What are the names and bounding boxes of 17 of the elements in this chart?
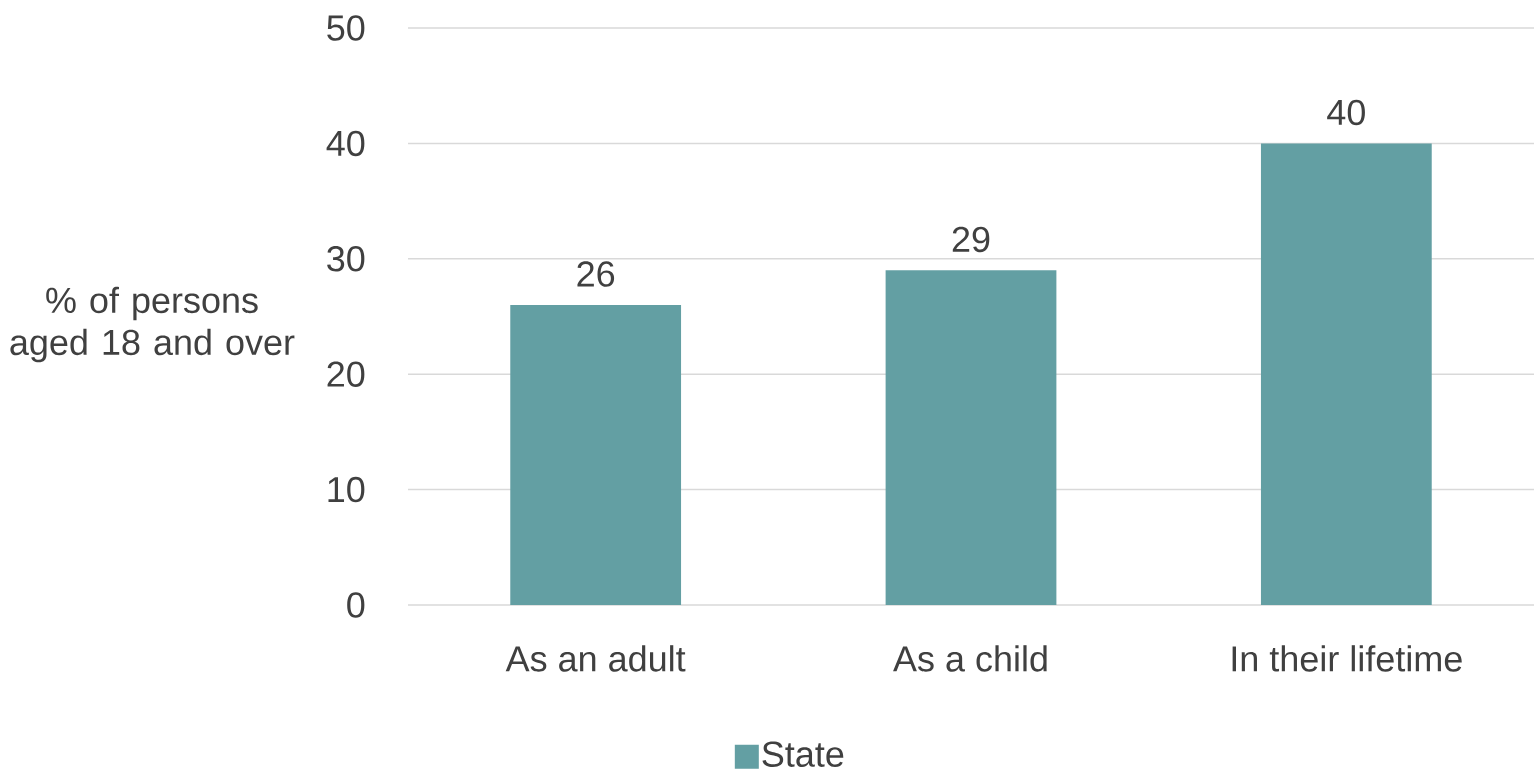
x-tick-label: In their lifetime: [1232, 645, 1462, 672]
x-tick-label: As a child: [893, 645, 1047, 672]
x-tick-label: As an adult: [505, 645, 686, 672]
legend-label: State: [762, 741, 844, 767]
bar: [510, 304, 682, 605]
bar: [1260, 143, 1432, 605]
y-tick-label: 40: [326, 130, 365, 157]
y-tick-label: 50: [327, 15, 365, 41]
data-label: 26: [577, 261, 615, 287]
y-tick-label: 0: [347, 592, 365, 618]
data-label: 29: [952, 226, 990, 253]
y-tick-label: 10: [328, 476, 365, 503]
bar: [885, 270, 1057, 605]
y-tick-label: 30: [327, 246, 365, 272]
data-label: 40: [1327, 99, 1365, 126]
y-tick-label: 20: [327, 361, 365, 387]
y-axis-title: % of persons aged 18 and over: [10, 286, 295, 363]
